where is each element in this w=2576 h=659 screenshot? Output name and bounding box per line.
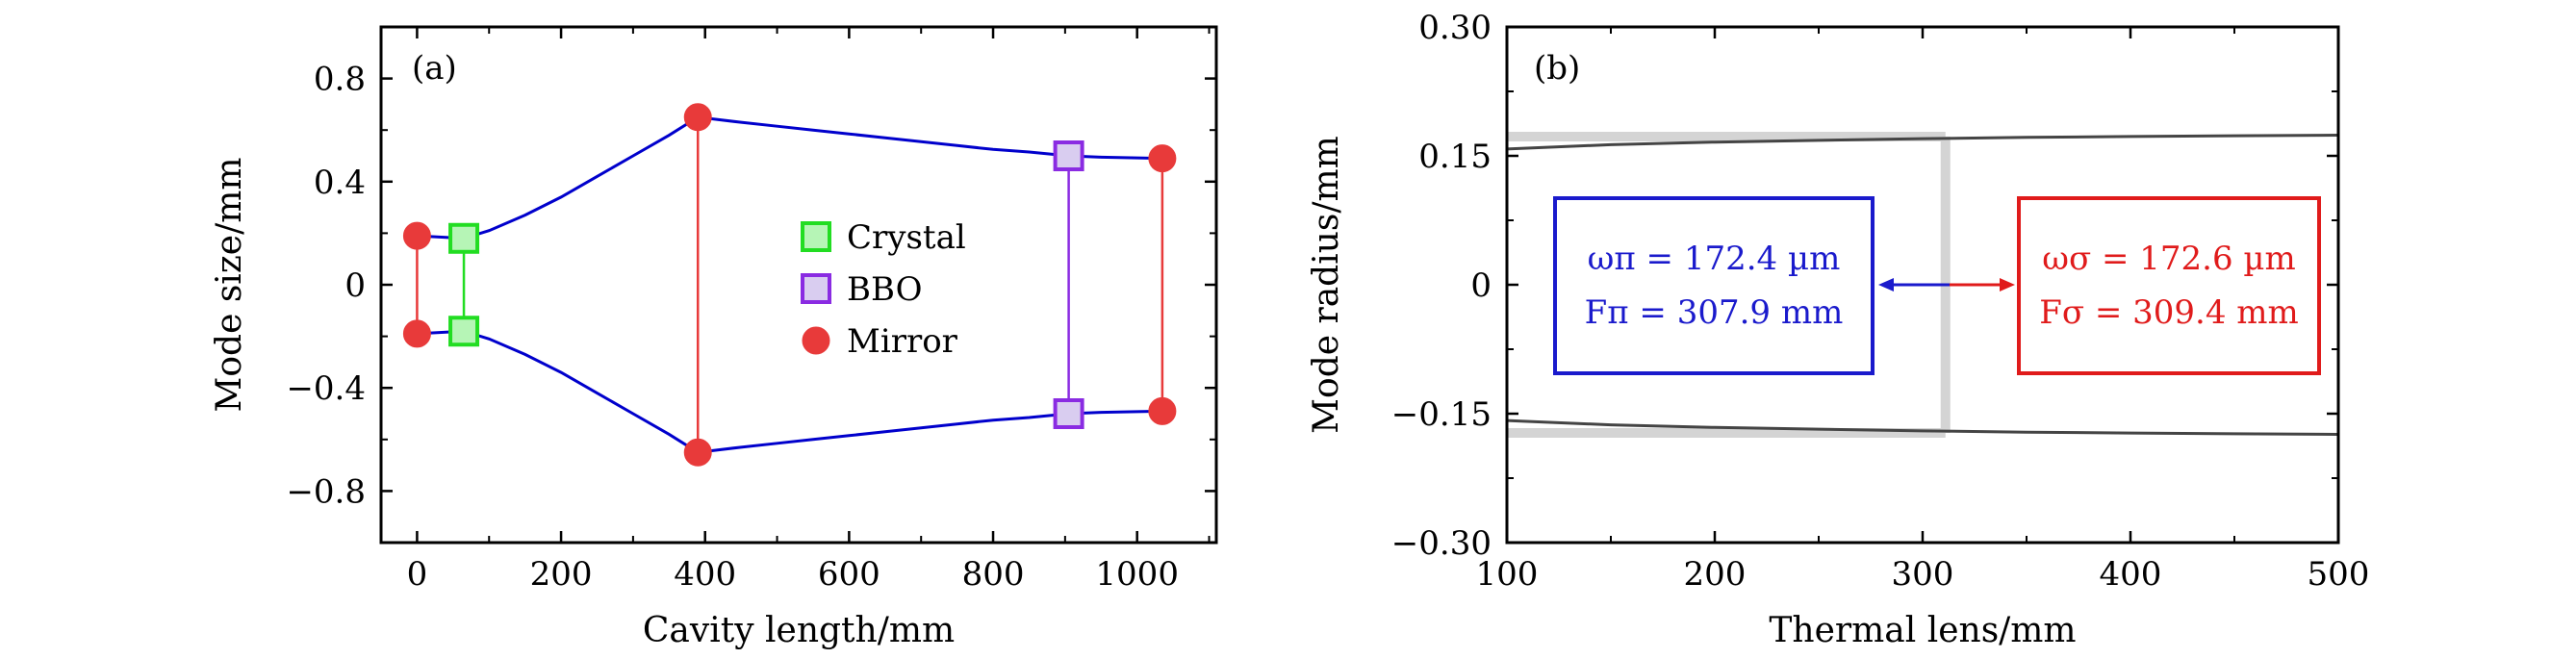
panel-b-xtick-label: 300 [1892, 555, 1954, 594]
panel-a-ticks: 0 200 400 600 800 1000 −0.8 −0.4 0 0.4 0.8 [286, 27, 1216, 594]
marker-mirror [683, 438, 712, 467]
panel-b-xlabel: Thermal lens/mm [1769, 611, 2076, 650]
panel-a-xtick-label: 400 [674, 555, 736, 594]
marker-mirror [1148, 144, 1177, 173]
panel-a-label: (a) [412, 49, 457, 88]
panel-a-xtick-label: 1000 [1095, 555, 1179, 594]
panel-b-ticks: 100 200 300 400 500 −0.30 −0.15 0 0.15 0.30 [1391, 9, 2370, 594]
panel-b-ytick-label: 0 [1470, 266, 1492, 305]
panel-a-ytick-label: 0.4 [314, 164, 366, 202]
legend-marker-bbo [801, 273, 831, 304]
legend-marker-crystal [801, 221, 831, 252]
marker-crystal [448, 316, 480, 347]
panel-b-ytick-label: −0.30 [1391, 524, 1492, 563]
panel-b-label: (b) [1534, 49, 1580, 88]
panel-a-legend: Crystal BBO Mirror [801, 218, 966, 361]
marker-mirror [402, 221, 431, 250]
radius-curve-lower [1506, 418, 2339, 436]
annotation-sigma-waist: ωσ = 172.6 µm [2042, 240, 2296, 278]
marker-mirror [1148, 396, 1177, 425]
panel-b-xtick-label: 200 [1684, 555, 1747, 594]
panel-a-xtick-label: 800 [962, 555, 1025, 594]
panel-b-ytick-label: −0.15 [1391, 395, 1492, 434]
panel-a-ytick-label: −0.4 [286, 369, 366, 408]
marker-crystal [448, 222, 480, 254]
annotation-sigma-focal: Fσ = 309.4 mm [2039, 293, 2299, 332]
panel-b-ytick-label: 0.15 [1418, 138, 1492, 176]
radius-curve-upper [1506, 134, 2339, 151]
panel-b-xtick-label: 100 [1476, 555, 1539, 594]
legend-marker-mirror [802, 326, 830, 355]
panel-a-plot-area [402, 103, 1177, 467]
mode-curve-lower [417, 329, 1162, 454]
panel-a: (a) Cavity length/mm Mode size/mm 0 200 40… [210, 25, 1218, 650]
panel-a-ytick-label: 0 [344, 266, 366, 305]
marker-mirror [402, 319, 431, 348]
panel-b-xtick-label: 400 [2100, 555, 2162, 594]
panel-a-ytick-label: 0.8 [314, 61, 366, 99]
marker-bbo [1053, 398, 1084, 429]
marker-mirror [683, 103, 712, 132]
legend-label-bbo: BBO [847, 270, 922, 309]
annotation-box-pi [1553, 196, 1875, 375]
panel-b: (b) Thermal lens/mm Mode radius/mm 100 20… [1307, 9, 2369, 650]
legend-label-mirror: Mirror [847, 322, 958, 361]
arrow-to-pi [1878, 278, 1950, 291]
arrow-to-sigma [1950, 278, 2015, 291]
panel-b-ylabel: Mode radius/mm [1307, 136, 1346, 434]
panel-a-xtick-label: 0 [407, 555, 428, 594]
panel-a-xlabel: Cavity length/mm [643, 611, 955, 650]
panel-a-xtick-label: 600 [818, 555, 880, 594]
mode-curve-upper [417, 115, 1162, 241]
panel-a-frame [379, 25, 1218, 545]
annotation-box-sigma [2017, 196, 2321, 375]
marker-bbo [1053, 140, 1084, 171]
panel-b-ytick-label: 0.30 [1418, 9, 1492, 47]
panel-a-xtick-label: 200 [530, 555, 593, 594]
panel-a-ylabel: Mode size/mm [210, 158, 249, 413]
panel-b-xtick-label: 500 [2308, 555, 2370, 594]
annotation-pi-focal: Fπ = 307.9 mm [1585, 293, 1844, 332]
annotation-pi-waist: ωπ = 172.4 µm [1588, 240, 1841, 278]
legend-label-crystal: Crystal [847, 218, 966, 257]
panel-a-ytick-label: −0.8 [286, 472, 366, 511]
